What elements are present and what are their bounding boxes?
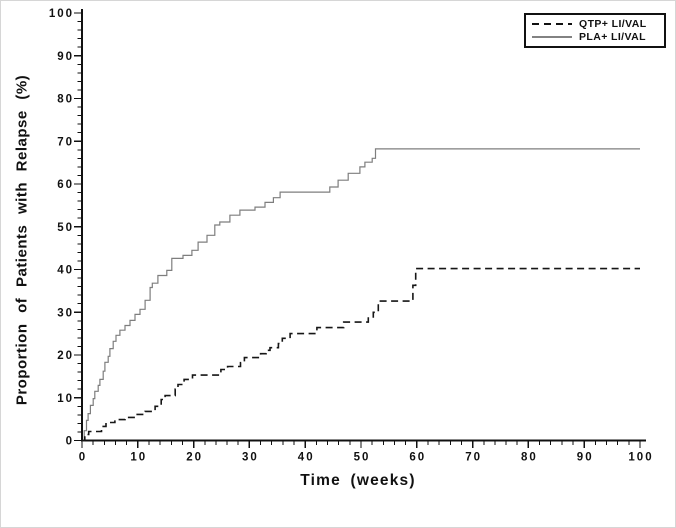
x-tick-label: 80 [521,452,538,464]
series-line-qtp [82,267,640,442]
y-tick-label: 10 [57,393,74,405]
axis-ticks [74,12,641,448]
y-axis-title: Proportion of Patients with Relapse (%) [13,74,31,406]
y-tick-label: 40 [57,265,74,277]
axis-tick-labels: 0 10 20 30 40 50 60 70 80 90 100 0 10 20 30 40 50 60 70 80 9… [49,8,653,464]
y-tick-label: 20 [57,350,74,362]
x-tick-label: 0 [79,452,87,464]
legend-label-qtp: QTP+ LI/VAL [579,18,647,30]
x-tick-label: 100 [628,452,653,464]
x-tick-label: 20 [186,452,203,464]
series-line-pla [82,148,640,442]
y-tick-label: 70 [57,136,74,148]
x-tick-label: 40 [298,452,315,464]
x-tick-label: 90 [577,452,594,464]
y-tick-label: 30 [57,307,74,319]
x-tick-label: 50 [354,452,371,464]
y-tick-label: 100 [49,8,74,20]
qtp-dashed-line-sample-icon [532,23,572,25]
x-axis-title: Time (weeks) [300,472,416,489]
legend-entry-qtp: QTP+ LI/VAL [532,18,661,30]
x-tick-label: 30 [242,452,259,464]
x-tick-label: 70 [465,452,482,464]
y-tick-label: 90 [57,51,74,63]
y-tick-label: 0 [66,436,74,448]
y-tick-label: 50 [57,222,74,234]
legend: QTP+ LI/VAL PLA+ LI/VAL [524,13,666,48]
pla-solid-line-sample-icon [532,36,572,38]
x-tick-label: 60 [409,452,426,464]
legend-entry-pla: PLA+ LI/VAL [532,31,661,43]
legend-label-pla: PLA+ LI/VAL [579,31,646,43]
x-tick-label: 10 [130,452,147,464]
y-tick-label: 80 [57,94,74,106]
axes [81,9,646,442]
y-tick-label: 60 [57,179,74,191]
